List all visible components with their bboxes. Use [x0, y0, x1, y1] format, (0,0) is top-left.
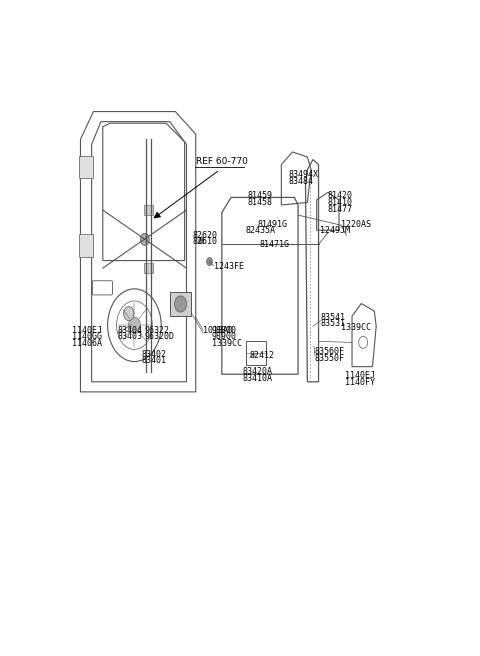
Text: 82610: 82610	[192, 237, 217, 247]
Bar	[79, 234, 93, 256]
Circle shape	[140, 234, 149, 245]
Text: 1018AD: 1018AD	[203, 326, 233, 335]
Text: 83541: 83541	[321, 313, 346, 321]
Text: 1140FY: 1140FY	[345, 378, 374, 387]
Text: 98800: 98800	[212, 326, 237, 335]
Text: 82412: 82412	[250, 351, 275, 360]
Text: 1140EJ: 1140EJ	[345, 371, 374, 380]
Circle shape	[199, 237, 204, 244]
Text: 11406A: 11406A	[72, 339, 102, 348]
Text: 1243FE: 1243FE	[215, 262, 244, 271]
Circle shape	[124, 306, 134, 321]
Text: 1140EJ: 1140EJ	[72, 326, 102, 335]
Text: 83420A: 83420A	[242, 367, 272, 376]
Text: 83410A: 83410A	[242, 374, 272, 382]
Text: 81459: 81459	[248, 192, 273, 200]
Bar	[144, 205, 153, 215]
Text: 83402: 83402	[141, 350, 166, 359]
Text: 83484: 83484	[289, 176, 314, 186]
Text: 1339CC: 1339CC	[212, 339, 242, 348]
Text: 98900: 98900	[212, 333, 237, 341]
Text: 83401: 83401	[141, 356, 166, 365]
Text: 1339CC: 1339CC	[341, 323, 371, 332]
Text: 82435A: 82435A	[246, 226, 276, 236]
Text: 83560F: 83560F	[315, 347, 345, 356]
Circle shape	[129, 317, 140, 333]
Text: 81458: 81458	[248, 198, 273, 207]
Text: 82620: 82620	[192, 231, 217, 240]
Text: 83404: 83404	[118, 326, 143, 335]
Text: 1220AS: 1220AS	[341, 220, 371, 229]
Bar	[170, 292, 192, 316]
Text: 83531: 83531	[321, 319, 346, 328]
Text: 81491G: 81491G	[257, 220, 287, 229]
Text: 96320D: 96320D	[145, 333, 175, 341]
Text: 96322: 96322	[145, 326, 170, 335]
Text: 81477: 81477	[328, 205, 353, 214]
Text: 81410: 81410	[328, 198, 353, 207]
Text: 81471G: 81471G	[259, 240, 289, 249]
Text: REF 60-770: REF 60-770	[196, 157, 248, 166]
Text: 1249JM: 1249JM	[321, 226, 350, 236]
Text: 81420: 81420	[328, 192, 353, 200]
Circle shape	[206, 258, 213, 266]
Bar	[246, 341, 266, 365]
Text: 83494X: 83494X	[289, 170, 319, 179]
Bar	[79, 156, 93, 178]
Bar	[144, 263, 153, 273]
Circle shape	[175, 296, 186, 312]
Text: 83403: 83403	[118, 333, 143, 341]
Text: 1140GG: 1140GG	[72, 333, 102, 341]
Text: 83550F: 83550F	[315, 354, 345, 363]
